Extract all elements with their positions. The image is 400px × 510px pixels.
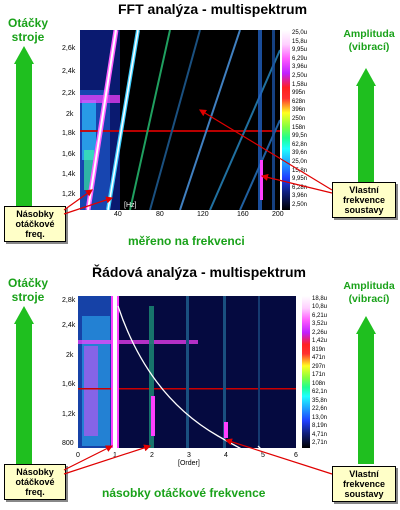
fft-y-tick: 2,2k bbox=[62, 90, 76, 97]
colorbar-label: 396n bbox=[292, 107, 306, 114]
colorbar-label: 25,0u bbox=[292, 30, 308, 36]
colorbar-label: 250n bbox=[292, 116, 306, 122]
fft-y-tick: 1,6k bbox=[62, 151, 76, 158]
fft-x-tick: 120 bbox=[197, 211, 209, 218]
order-y-tick: 800 bbox=[62, 440, 74, 447]
colorbar-label: 995n bbox=[292, 90, 306, 97]
order-y-tick: 1,6k bbox=[62, 381, 76, 388]
order-left-up-arrow-icon bbox=[14, 306, 34, 474]
order-colorbar bbox=[302, 296, 310, 448]
colorbar-label: 8,19n bbox=[312, 423, 328, 430]
fft-natural-freq-callout: Vlastní frekvence soustavy bbox=[332, 182, 396, 218]
order-y-tick: 2,4k bbox=[62, 322, 76, 329]
colorbar-label: 628n bbox=[292, 98, 306, 105]
fft-y-tick: 2,4k bbox=[62, 68, 76, 75]
order-x-tick: 3 bbox=[187, 452, 191, 459]
colorbar-label: 62,8n bbox=[292, 141, 308, 148]
fft-x-tick: 160 bbox=[237, 211, 249, 218]
fft-harmonics-callout: Násobky otáčkové freq. bbox=[4, 206, 66, 242]
order-right-up-arrow-icon bbox=[356, 316, 376, 464]
colorbar-label: 15,8u bbox=[292, 38, 308, 45]
fft-y-tick: 1,2k bbox=[62, 191, 76, 198]
fft-y-tick: 2k bbox=[66, 111, 74, 118]
fft-right-up-arrow-icon bbox=[356, 68, 376, 206]
colorbar-label: 1,58u bbox=[292, 81, 308, 88]
order-x-unit: [Order] bbox=[178, 460, 200, 467]
order-harmonics-callout: Násobky otáčkové freq. bbox=[4, 464, 66, 500]
order-x-tick: 0 bbox=[76, 452, 80, 459]
colorbar-label: 297n bbox=[312, 363, 326, 370]
colorbar-label: 1,42u bbox=[312, 338, 328, 345]
fft-y-tick: 1,4k bbox=[62, 171, 76, 178]
order-x-tick: 4 bbox=[224, 452, 228, 459]
fft-left-up-arrow-icon bbox=[14, 46, 34, 224]
colorbar-label: 3,96n bbox=[292, 193, 308, 200]
order-y-tick: 2,8k bbox=[62, 297, 76, 304]
order-y-tick: 1,2k bbox=[62, 411, 76, 418]
fft-x-tick: 40 bbox=[114, 211, 122, 218]
order-right-label: Amplituda (vibrací) bbox=[343, 280, 395, 305]
colorbar-label: 9,95u bbox=[292, 47, 308, 54]
colorbar-label: 18,8u bbox=[312, 296, 328, 302]
colorbar-label: 2,50u bbox=[292, 73, 308, 79]
colorbar-label: 6,21u bbox=[312, 312, 328, 319]
order-caption: násobky otáčkové frekvence bbox=[102, 486, 266, 500]
colorbar-label: 108n bbox=[312, 380, 326, 387]
colorbar-label: 6,29u bbox=[292, 55, 308, 62]
colorbar-label: 22,6n bbox=[312, 406, 328, 413]
order-x-tick: 6 bbox=[294, 452, 298, 459]
order-title: Řádová analýza - multispektrum bbox=[92, 264, 306, 280]
colorbar-label: 471n bbox=[312, 355, 326, 362]
order-y-tick: 2k bbox=[66, 352, 74, 359]
colorbar-label: 2,50n bbox=[292, 202, 308, 208]
fft-x-tick: 80 bbox=[156, 211, 164, 218]
fft-title: FFT analýza - multispektrum bbox=[118, 1, 308, 17]
colorbar-label: 4,71n bbox=[312, 431, 328, 438]
colorbar-label: 171n bbox=[312, 372, 326, 379]
fft-caption: měřeno na frekvenci bbox=[128, 234, 245, 248]
colorbar-label: 158n bbox=[292, 124, 306, 131]
order-x-tick: 1 bbox=[113, 452, 117, 459]
colorbar-label: 62,1n bbox=[312, 389, 328, 396]
colorbar-label: 25,0n bbox=[292, 159, 308, 165]
order-natural-freq-callout: Vlastní frekvence soustavy bbox=[332, 466, 396, 502]
colorbar-label: 2,71n bbox=[312, 440, 328, 446]
colorbar-label: 39,6n bbox=[292, 150, 308, 157]
colorbar-label: 99,5n bbox=[292, 133, 308, 140]
colorbar-label: 6,28n bbox=[292, 184, 308, 191]
colorbar-label: 3,52u bbox=[312, 321, 328, 328]
fft-left-label: Otáčky stroje bbox=[7, 16, 49, 44]
colorbar-label: 10,8u bbox=[312, 304, 328, 311]
fft-y-tick: 2,6k bbox=[62, 45, 76, 52]
colorbar-label: 9,95n bbox=[292, 176, 308, 183]
order-x-tick: 5 bbox=[261, 452, 265, 459]
colorbar-label: 819n bbox=[312, 346, 326, 353]
colorbar-label: 2,26u bbox=[312, 329, 328, 336]
colorbar-label: 3,96u bbox=[292, 64, 308, 71]
fft-x-unit: [Hz] bbox=[124, 202, 137, 209]
fft-right-label: Amplituda (vibrací) bbox=[343, 28, 395, 53]
fft-x-tick: 200 bbox=[272, 211, 284, 218]
colorbar-label: 13,0n bbox=[312, 414, 328, 421]
fft-y-tick: 1,8k bbox=[62, 130, 76, 137]
order-spectrogram bbox=[78, 296, 296, 448]
fft-colorbar bbox=[282, 30, 290, 210]
order-x-tick: 2 bbox=[150, 452, 154, 459]
colorbar-label: 35,8n bbox=[312, 397, 328, 404]
order-left-label: Otáčky stroje bbox=[7, 276, 49, 304]
